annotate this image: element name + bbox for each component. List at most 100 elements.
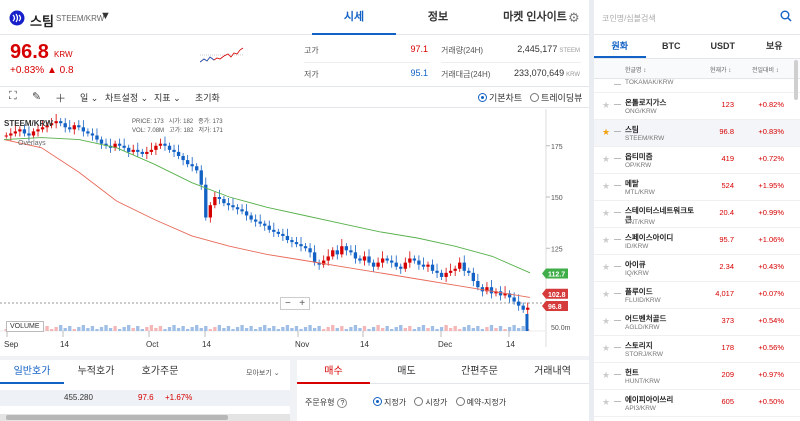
x-tick-label: Nov bbox=[295, 340, 309, 349]
star-icon[interactable]: ★ bbox=[602, 208, 611, 218]
candle bbox=[394, 262, 398, 267]
star-icon[interactable]: ★ bbox=[602, 397, 611, 407]
market-order-radio[interactable]: 시장가 bbox=[414, 397, 447, 407]
price-unit: KRW bbox=[54, 50, 73, 59]
market-row[interactable]: ★ — 옵티미즘 OP/KRW 419 +0.72% bbox=[594, 147, 800, 174]
reset-button[interactable]: 초기화 bbox=[195, 93, 220, 103]
candlestick-chart[interactable]: 175 150 125 50.0m Sep 14 Oct 14 Nov 14 Dec 14 112.7 1… bbox=[0, 109, 589, 356]
col-name-sort[interactable]: 한글명 ↕ bbox=[625, 68, 647, 74]
chart-pair-label: STEEM/KRW bbox=[4, 119, 53, 128]
tab-general-orderbook[interactable]: 일반호가 bbox=[0, 360, 64, 384]
star-icon[interactable]: ★ bbox=[602, 127, 611, 137]
tab-krw[interactable]: 원화 bbox=[594, 35, 646, 58]
market-row[interactable]: ★ — 스테이터스네트워크토큰 SNT/KRW 20.4 +0.99% bbox=[594, 201, 800, 228]
volume-bar bbox=[489, 325, 494, 331]
candle bbox=[308, 248, 312, 253]
tab-btc[interactable]: BTC bbox=[662, 41, 681, 51]
candle bbox=[190, 164, 194, 167]
coin-change: +0.54% bbox=[758, 316, 784, 325]
search-bar[interactable]: 코인명/심볼검색 bbox=[594, 0, 800, 35]
reserved-limit-radio[interactable]: 예약-지정가 bbox=[455, 397, 506, 407]
candle bbox=[258, 221, 262, 224]
market-row[interactable]: ★ — 헌트 HUNT/KRW 209 +0.97% bbox=[594, 363, 800, 390]
limit-order-radio[interactable]: 지정가 bbox=[373, 397, 406, 407]
volume-label[interactable]: VOLUME bbox=[6, 321, 44, 332]
market-row[interactable]: ★ — 메탈 MTL/KRW 524 +1.95% bbox=[594, 174, 800, 201]
main-panel: 스팀 STEEM/KRW ▼ 시세 정보 마켓 인사이트 ⚙ 96.8 KRW … bbox=[0, 0, 589, 421]
zoom-in-button[interactable]: + bbox=[299, 298, 306, 309]
market-row[interactable]: ★ — 아이큐 IQ/KRW 2.34 +0.43% bbox=[594, 255, 800, 282]
coin-dropdown-icon[interactable]: ▼ bbox=[100, 10, 111, 22]
market-row[interactable]: ★ — 플루이드 FLUID/KRW 4,017 +0.07% bbox=[594, 282, 800, 309]
volume-bar bbox=[213, 327, 217, 331]
candle bbox=[285, 235, 290, 241]
coin-name: 온톨로지가스 bbox=[625, 98, 667, 107]
market-tabs: 원화 BTC USDT 보유 bbox=[594, 35, 800, 59]
market-row[interactable]: ★ — 어드벤처골드 AGLD/KRW 373 +0.54% bbox=[594, 309, 800, 336]
tab-holdings[interactable]: 보유 bbox=[765, 41, 783, 51]
orderbook-row[interactable]: 455.280 97.6 +1.67% bbox=[0, 390, 290, 406]
market-row[interactable]: ★ — 에이피아이쓰리 API3/KRW 605 +0.50% bbox=[594, 390, 800, 417]
star-icon[interactable]: ★ bbox=[602, 181, 611, 191]
candle bbox=[99, 139, 104, 144]
zoom-out-button[interactable]: − bbox=[285, 298, 291, 309]
market-row[interactable]: ★ — 스팀 STEEM/KRW 96.8 +0.83% bbox=[594, 120, 800, 147]
candle bbox=[421, 264, 426, 267]
help-icon[interactable]: ? bbox=[337, 398, 348, 408]
fullscreen-icon[interactable]: ⛶ bbox=[9, 90, 17, 102]
coin-change: +0.50% bbox=[758, 397, 784, 406]
tab-simple-order[interactable]: 간편주문 bbox=[443, 360, 516, 384]
price-chart[interactable]: 175 150 125 50.0m Sep 14 Oct 14 Nov 14 Dec 14 112.7 1… bbox=[0, 109, 589, 356]
market-row[interactable]: ★ — 스페이스아이디 ID/KRW 95.7 +1.06% bbox=[594, 228, 800, 255]
volume-bar bbox=[195, 325, 199, 331]
scrollbar-thumb[interactable] bbox=[6, 415, 228, 420]
search-input[interactable]: 코인명/심볼검색 bbox=[602, 14, 656, 23]
tab-quote[interactable]: 시세 bbox=[312, 0, 396, 35]
basic-chart-radio[interactable]: 기본차트 bbox=[478, 91, 522, 104]
star-icon[interactable]: ★ bbox=[602, 235, 611, 245]
tab-orderbook-order[interactable]: 호가주문 bbox=[141, 366, 179, 377]
volume-bar bbox=[417, 327, 421, 331]
tab-sell[interactable]: 매도 bbox=[370, 360, 443, 384]
tab-trade-history[interactable]: 거래내역 bbox=[516, 360, 589, 384]
trading-view-radio[interactable]: 트레이딩뷰 bbox=[530, 91, 582, 104]
col-change-sort[interactable]: 전일대비 ↕ bbox=[752, 68, 779, 74]
interval-select[interactable]: 일 ⌄ bbox=[80, 93, 99, 103]
overlays-label[interactable]: Overlays bbox=[18, 140, 46, 147]
tab-usdt[interactable]: USDT bbox=[710, 41, 736, 51]
market-row[interactable]: ★—TOKAMAK/KRW bbox=[594, 79, 800, 93]
tab-market-insight[interactable]: 마켓 인사이트 bbox=[503, 11, 567, 23]
tab-cumulative-orderbook[interactable]: 누적호가 bbox=[77, 366, 115, 377]
tab-info[interactable]: 정보 bbox=[427, 11, 449, 23]
pencil-icon[interactable]: ✎ bbox=[32, 91, 42, 103]
crosshair-icon[interactable]: ＋ bbox=[55, 93, 66, 105]
vertical-scrollbar[interactable] bbox=[794, 60, 798, 100]
indicators-button[interactable]: 지표 ⌄ bbox=[154, 93, 181, 103]
search-icon[interactable] bbox=[780, 10, 792, 22]
star-icon[interactable]: ★ bbox=[602, 316, 611, 326]
chart-settings-button[interactable]: 차트설정 ⌄ bbox=[105, 93, 149, 103]
col-price-sort[interactable]: 현재가 ↕ bbox=[710, 68, 732, 74]
volume-bar bbox=[358, 328, 362, 331]
market-row[interactable]: ★ — 스토리지 STORJ/KRW 178 +0.56% bbox=[594, 336, 800, 363]
star-icon[interactable]: ★ bbox=[602, 289, 611, 299]
candle bbox=[467, 270, 471, 273]
candle bbox=[326, 256, 330, 261]
gear-icon[interactable]: ⚙ bbox=[568, 10, 580, 25]
star-icon[interactable]: ★ bbox=[602, 343, 611, 353]
price-change: +0.83% ▲ 0.8 bbox=[10, 65, 74, 76]
x-tick-label: Oct bbox=[146, 340, 159, 349]
horizontal-scrollbar[interactable] bbox=[0, 414, 290, 421]
volume-bar bbox=[476, 326, 480, 331]
star-icon[interactable]: ★ bbox=[602, 370, 611, 380]
coin-symbol: STORJ/KRW bbox=[625, 351, 664, 358]
star-icon[interactable]: ★ bbox=[602, 262, 611, 272]
market-row[interactable]: ★ — 온톨로지가스 ONG/KRW 123 +0.82% bbox=[594, 93, 800, 120]
candle bbox=[140, 151, 144, 154]
zoom-control[interactable]: − + bbox=[280, 297, 311, 310]
star-icon[interactable]: ★ bbox=[602, 100, 611, 110]
group-view-select[interactable]: 모아보기 ⌄ bbox=[246, 370, 280, 377]
star-icon[interactable]: ★ bbox=[602, 154, 611, 164]
main-tabs: 시세 정보 마켓 인사이트 bbox=[312, 0, 590, 35]
tab-buy[interactable]: 매수 bbox=[297, 360, 370, 384]
